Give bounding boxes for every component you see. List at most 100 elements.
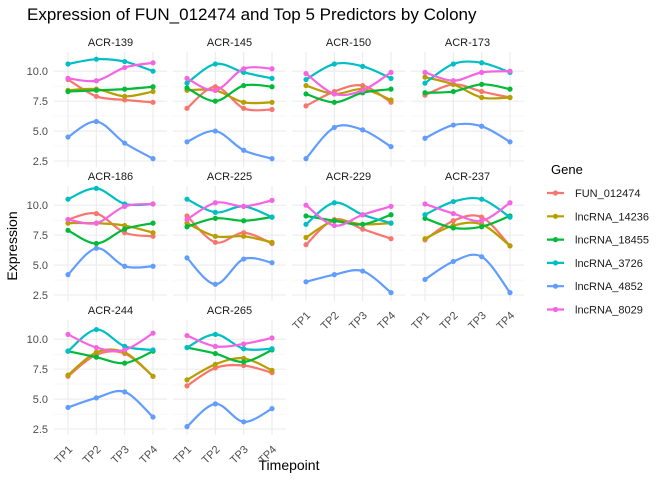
data-point <box>65 227 71 233</box>
data-point <box>360 226 366 232</box>
data-point <box>212 361 218 367</box>
series-line-lncrna_18455 <box>186 216 273 228</box>
data-point <box>122 230 128 236</box>
y-tick-label: 7.5 <box>33 364 48 376</box>
data-point <box>122 93 128 99</box>
data-point <box>150 88 156 95</box>
data-point <box>65 75 71 81</box>
data-point <box>241 256 247 262</box>
data-point <box>450 78 456 84</box>
data-point <box>269 239 275 245</box>
data-point <box>212 401 218 407</box>
data-point <box>184 424 190 430</box>
series-line-lncrna_14236 <box>424 221 511 247</box>
data-point <box>303 279 309 285</box>
data-point <box>184 344 190 351</box>
legend-item-lncrna_8029: lncRNA_8029 <box>547 305 643 317</box>
facet-label: ACR-150 <box>326 37 371 49</box>
x-tick-label: TP2 <box>81 444 104 467</box>
data-point <box>93 395 99 401</box>
y-tick-label: 10.0 <box>27 200 48 212</box>
data-point <box>93 118 99 125</box>
series-line-lncrna_3726 <box>305 61 392 81</box>
data-point <box>303 221 309 227</box>
data-point <box>269 197 275 203</box>
legend-title: Gene <box>551 162 583 177</box>
data-point <box>388 144 394 150</box>
data-point <box>450 225 456 231</box>
data-point <box>241 82 247 89</box>
data-point <box>450 210 456 217</box>
legend-key-point <box>552 237 559 243</box>
data-point <box>450 88 456 95</box>
data-point <box>269 106 275 113</box>
series-line-lncrna_18455 <box>67 85 154 93</box>
data-point <box>212 281 218 287</box>
data-point <box>150 60 156 66</box>
data-point <box>507 243 513 249</box>
series-line-lncrna_8029 <box>305 71 392 97</box>
data-point <box>65 61 71 67</box>
data-point <box>93 349 99 355</box>
series-line-lncrna_8029 <box>186 199 273 221</box>
x-tick-label: TP3 <box>466 310 489 333</box>
data-point <box>507 86 513 92</box>
data-point <box>184 139 190 145</box>
series-line-lncrna_4852 <box>67 120 154 160</box>
series-line-lncrna_4852 <box>67 390 154 418</box>
series-line-lncrna_14236 <box>186 222 273 244</box>
panel-acr-139: ACR-139 2.5 5.0 7.5 10.0 <box>27 37 167 168</box>
panel-acr-244: ACR-244 2.5 5.0 7.5 10.0 TP1 TP2 TP3 TP4 <box>27 305 167 466</box>
data-point <box>241 419 247 425</box>
facet-label: ACR-145 <box>207 37 252 49</box>
data-point <box>241 66 247 72</box>
y-tick-label: 7.5 <box>33 96 48 108</box>
data-point <box>269 367 275 373</box>
data-point <box>241 203 247 209</box>
x-axis-title: Timepoint <box>259 457 320 473</box>
data-point <box>303 91 309 97</box>
data-point <box>184 105 190 111</box>
legend: Gene FUN_012474 lncRNA_14236 lncRNA_18455l… <box>547 162 649 317</box>
data-point <box>150 201 156 207</box>
data-point <box>93 240 99 247</box>
data-point <box>122 140 128 146</box>
data-point <box>93 185 99 191</box>
data-point <box>269 406 275 412</box>
series-line-lncrna_3726 <box>424 60 511 85</box>
data-point <box>184 255 190 261</box>
data-point <box>93 56 99 62</box>
data-point <box>184 85 190 91</box>
data-point <box>507 200 513 206</box>
legend-key-point <box>552 213 559 219</box>
data-point <box>93 210 99 217</box>
data-point <box>388 203 394 209</box>
data-point <box>303 202 309 208</box>
legend-label: FUN_012474 <box>575 188 640 200</box>
panel-acr-173: ACR-173 <box>411 37 524 167</box>
data-point <box>507 214 513 220</box>
y-tick-label: 2.5 <box>33 424 48 436</box>
data-point <box>479 94 485 101</box>
data-point <box>303 103 309 109</box>
data-point <box>212 209 218 215</box>
x-tick-label: TP4 <box>137 444 160 467</box>
data-point <box>184 216 190 223</box>
data-point <box>507 94 513 101</box>
data-point <box>507 290 513 296</box>
data-point <box>122 222 128 229</box>
x-tick-label: TP3 <box>347 310 370 333</box>
x-tick-label: TP4 <box>494 310 517 333</box>
data-point <box>422 90 428 96</box>
series-line-lncrna_8029 <box>424 201 511 223</box>
panel-acr-225: ACR-225 <box>173 171 286 301</box>
legend-item-lncrna_4852: lncRNA_4852 <box>547 281 643 293</box>
data-point <box>65 404 71 411</box>
data-point <box>360 221 366 227</box>
data-point <box>479 214 485 220</box>
data-point <box>479 224 485 230</box>
series-line-lncrna_4852 <box>186 256 273 286</box>
data-point <box>122 58 128 65</box>
data-point <box>212 239 218 245</box>
x-tick-label: TP4 <box>375 310 398 333</box>
